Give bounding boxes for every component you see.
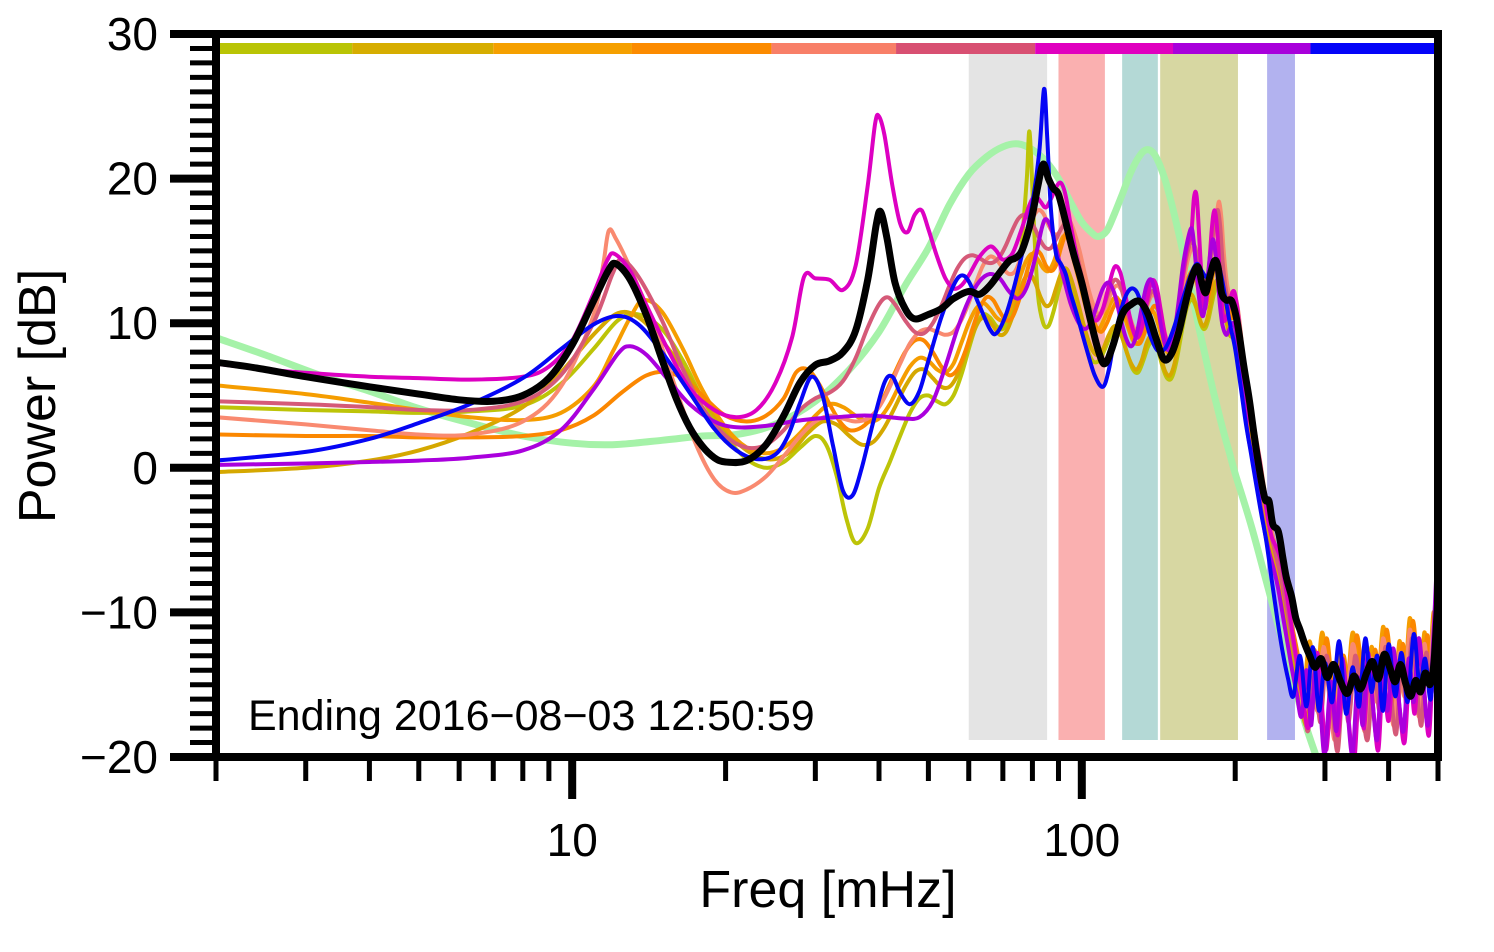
series-darkorange <box>219 227 1435 731</box>
colorbar-segment-0 <box>220 43 353 54</box>
colorbar-segment-6 <box>1035 43 1174 54</box>
y-tick-label: −20 <box>80 731 158 783</box>
colorbar-segment-7 <box>1173 43 1311 54</box>
x-tick-label: 10 <box>547 814 598 866</box>
y-tick-label: 30 <box>107 8 158 60</box>
series-gold <box>219 266 1435 740</box>
y-tick-label: 20 <box>107 153 158 205</box>
band-teal <box>1122 54 1158 740</box>
y-tick-label: 0 <box>132 442 158 494</box>
series-black-mean <box>219 160 1435 700</box>
y-tick-label: 10 <box>107 297 158 349</box>
colorbar-segment-8 <box>1310 43 1434 54</box>
colorbar-segment-5 <box>896 43 1036 54</box>
colorbar-segment-3 <box>631 43 772 54</box>
colorbar-segment-4 <box>771 43 897 54</box>
series-palegreen <box>219 140 1320 754</box>
band-olive <box>1160 54 1238 740</box>
band-gray <box>968 54 1048 740</box>
x-tick-label: 100 <box>1043 814 1120 866</box>
band-pink <box>1058 54 1105 740</box>
x-axis-title: Freq [mHz] <box>699 861 957 919</box>
y-axis-title: Power [dB] <box>9 268 67 524</box>
colorbar-segment-2 <box>493 43 632 54</box>
ending-time-annotation: Ending 2016−08−03 12:50:59 <box>248 692 815 740</box>
y-tick-label: −10 <box>80 586 158 638</box>
colorbar-segment-1 <box>352 43 494 54</box>
